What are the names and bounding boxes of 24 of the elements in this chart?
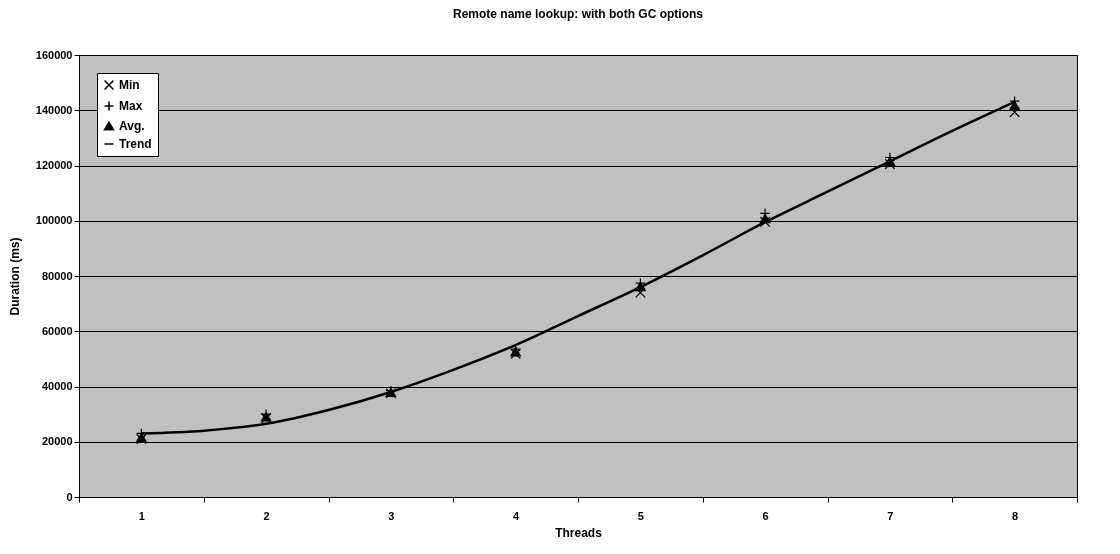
legend-label: Trend xyxy=(119,137,152,151)
y-tick-label: 140000 xyxy=(35,103,73,116)
x-tick-label: 1 xyxy=(138,509,145,522)
x-tick-label: 7 xyxy=(887,509,894,522)
chart-title: Remote name lookup: with both GC options xyxy=(453,7,704,21)
y-tick-label: 0 xyxy=(66,490,73,503)
x-tick-label: 6 xyxy=(762,509,769,522)
y-tick-label: 160000 xyxy=(35,48,73,61)
y-tick-label: 40000 xyxy=(41,380,73,392)
legend-label: Max xyxy=(119,99,143,113)
y-tick-label: 60000 xyxy=(41,324,73,337)
x-tick-label: 4 xyxy=(513,509,521,522)
x-tick-label: 5 xyxy=(637,509,644,522)
legend-label: Avg. xyxy=(119,119,145,133)
x-tick-label: 3 xyxy=(388,509,395,522)
x-axis-title: Threads xyxy=(555,525,603,540)
y-tick-label: 120000 xyxy=(35,159,73,171)
y-tick-label: 20000 xyxy=(41,435,73,448)
x-tick-label: 8 xyxy=(1012,509,1019,522)
y-tick-label: 80000 xyxy=(41,269,73,282)
x-tick-label: 2 xyxy=(263,509,270,522)
legend-label: Min xyxy=(119,78,140,92)
y-axis-title: Duration (ms) xyxy=(7,237,22,316)
y-tick-label: 100000 xyxy=(35,214,73,227)
